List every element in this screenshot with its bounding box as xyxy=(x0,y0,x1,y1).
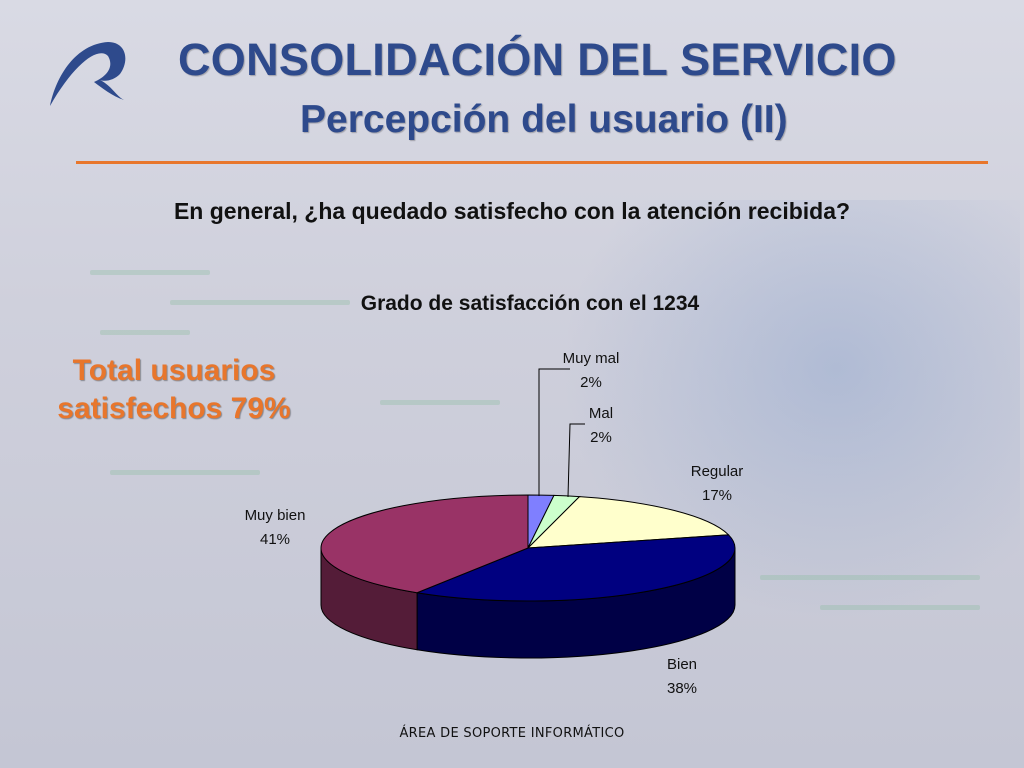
page-title: CONSOLIDACIÓN DEL SERVICIO xyxy=(178,34,897,85)
slice-value-bien: 38% xyxy=(667,680,697,697)
chart-title: Grado de satisfacción con el 1234 xyxy=(360,292,700,315)
leader-line-muy-mal xyxy=(538,368,570,496)
logo-icon xyxy=(50,42,126,106)
total-line-2: satisfechos 79% xyxy=(57,392,291,425)
slice-label-regular: Regular xyxy=(691,463,744,480)
slice-label-muy-bien: Muy bien xyxy=(245,507,306,524)
survey-question: En general, ¿ha quedado satisfecho con l… xyxy=(173,198,851,224)
pie-slice-muy-bien xyxy=(320,494,529,594)
total-line-1: Total usuarios xyxy=(72,354,276,387)
pie-slices xyxy=(320,494,736,602)
total-satisfied-callout: Total usuarios satisfechos 79% xyxy=(20,352,328,428)
title-divider xyxy=(76,161,988,164)
page-subtitle: Percepción del usuario (II) xyxy=(300,98,788,141)
slice-value-mal: 2% xyxy=(590,429,612,446)
pie-slice-bien xyxy=(415,534,736,602)
pie-labels: Muy mal 2% Mal 2% Regular 17% Bien 38% Muy bien 4… xyxy=(245,350,744,697)
slice-value-regular: 17% xyxy=(702,487,732,504)
footer-text: ÁREA DE SOPORTE INFORMÁTICO xyxy=(399,726,625,741)
pie-slice-regular xyxy=(526,496,730,549)
slice-value-muy-bien: 41% xyxy=(260,531,290,548)
slice-label-muy-mal: Muy mal xyxy=(563,350,620,367)
leader-line-mal xyxy=(567,423,585,498)
slice-label-mal: Mal xyxy=(589,405,613,422)
slice-label-bien: Bien xyxy=(667,656,697,673)
slice-value-muy-mal: 2% xyxy=(580,374,602,391)
